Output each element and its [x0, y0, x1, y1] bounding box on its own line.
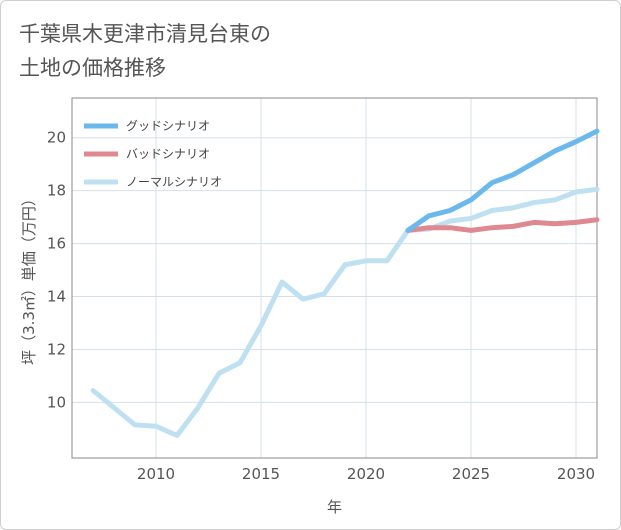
- series-line-2: [90, 186, 600, 438]
- y-tick-label: 18: [47, 182, 66, 200]
- x-tick-label: 2010: [137, 465, 175, 483]
- series-line-1: [405, 217, 600, 233]
- x-tick-label: 2015: [242, 465, 280, 483]
- legend-label-1: バッドシナリオ: [126, 147, 210, 161]
- x-tick-label: 2020: [347, 465, 385, 483]
- y-tick-label: 20: [47, 129, 66, 147]
- x-axis-label: 年: [327, 498, 342, 516]
- y-tick-label: 12: [47, 340, 66, 358]
- series-lines: [90, 128, 600, 438]
- plot-frame: [71, 97, 598, 459]
- chart-title-line-1: 千葉県木更津市清見台東の: [19, 22, 271, 46]
- x-tick-label: 2030: [557, 465, 595, 483]
- axes: 2010 2015 2020 2025 2030 10 12 14 16 18 20: [47, 97, 598, 483]
- chart-title-line-2: 土地の価格推移: [19, 56, 166, 80]
- y-axis-label: 坪（3.3㎡）単価（万円）: [20, 191, 38, 365]
- series-line-0: [405, 128, 600, 233]
- legend-label-2: ノーマルシナリオ: [126, 175, 222, 189]
- y-tick-label: 10: [47, 393, 66, 411]
- legend-label-0: グッドシナリオ: [126, 119, 210, 133]
- y-tick-label: 14: [47, 288, 66, 306]
- chart-title: 千葉県木更津市清見台東の 土地の価格推移: [19, 17, 271, 85]
- y-tick-label: 16: [47, 235, 66, 253]
- x-tick-label: 2025: [452, 465, 490, 483]
